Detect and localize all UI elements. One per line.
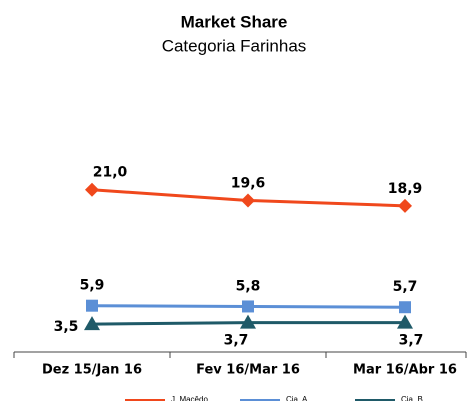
marker	[84, 316, 100, 331]
chart-subtitle: Categoria Farinhas	[162, 36, 307, 55]
marker	[85, 182, 99, 197]
data-label: 5,8	[236, 278, 261, 294]
x-tick-label: Mar 16/Abr 16	[353, 363, 457, 378]
x-tick-label: Dez 15/Jan 16	[42, 363, 142, 378]
marker	[241, 193, 255, 208]
data-label: 3,7	[224, 333, 249, 349]
x-tick-label: Fev 16/Mar 16	[196, 363, 300, 378]
marker	[242, 300, 254, 313]
marker	[240, 314, 256, 329]
legend-label: Cia. A	[286, 395, 308, 401]
data-label: 5,7	[393, 279, 418, 295]
marker	[86, 299, 98, 312]
data-label: 3,7	[399, 333, 424, 349]
data-label: 21,0	[93, 165, 128, 181]
marker	[398, 198, 412, 213]
data-label: 19,6	[231, 175, 266, 191]
chart-title: Market Share	[181, 12, 288, 31]
legend-label: J. Macêdo	[171, 395, 208, 401]
legend-label: Cia. B	[401, 395, 423, 401]
data-label: 18,9	[388, 181, 423, 197]
marker	[399, 301, 411, 314]
data-label: 5,9	[80, 278, 105, 294]
marker	[397, 314, 413, 329]
data-label: 3,5	[54, 319, 79, 335]
